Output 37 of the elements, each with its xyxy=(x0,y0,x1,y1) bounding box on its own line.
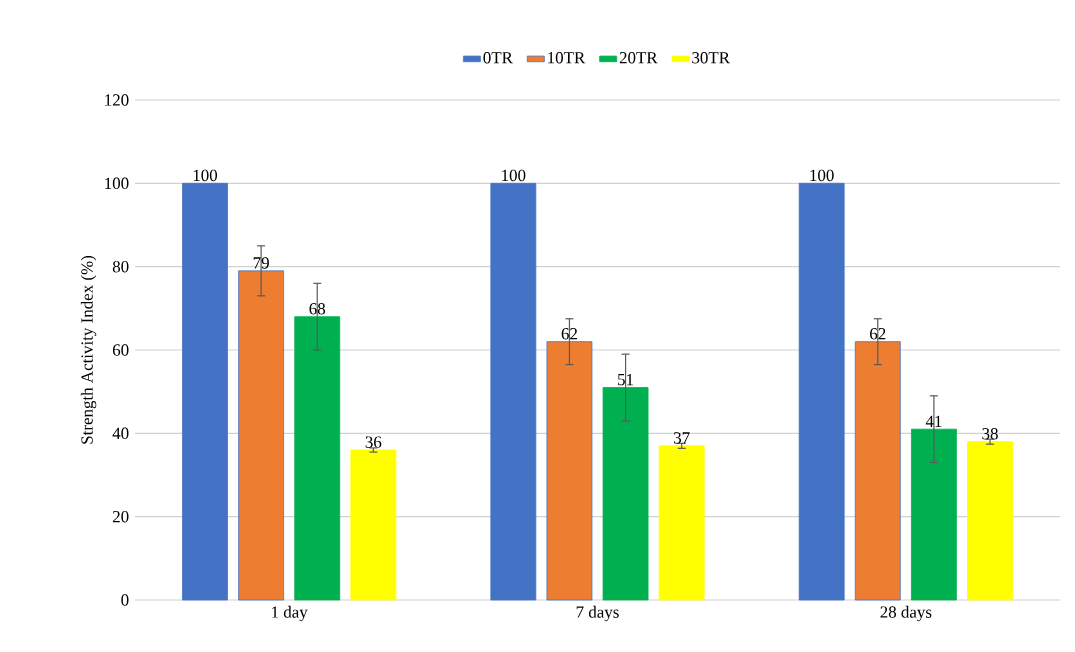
data-label: 37 xyxy=(674,432,690,444)
data-label: 62 xyxy=(870,328,886,340)
bar xyxy=(798,182,845,601)
y-tick-label: 120 xyxy=(105,94,129,106)
legend-label: 10TR xyxy=(548,52,586,64)
data-label: 100 xyxy=(502,169,526,182)
bar xyxy=(658,445,705,601)
y-tick-label: 0 xyxy=(121,594,129,606)
data-label: 36 xyxy=(365,436,382,448)
x-tick-label: 7 days xyxy=(576,605,619,622)
y-tick-label: 80 xyxy=(112,260,129,273)
data-label: 38 xyxy=(982,428,998,440)
bar xyxy=(967,441,1013,601)
data-label: 41 xyxy=(925,415,942,427)
data-label: 100 xyxy=(193,169,218,182)
y-tick-label: 40 xyxy=(112,427,129,440)
legend-label: 30TR xyxy=(692,52,730,64)
data-label: 100 xyxy=(810,169,834,182)
bar xyxy=(490,182,537,601)
x-tick-label: 28 days xyxy=(880,605,932,622)
bar xyxy=(602,387,649,601)
bar xyxy=(910,428,957,601)
data-label: 68 xyxy=(309,303,326,315)
data-label: 79 xyxy=(253,257,269,269)
bar xyxy=(546,341,593,601)
x-tick-label: 1 day xyxy=(272,605,308,622)
legend-label: 0TR xyxy=(483,52,513,64)
bar xyxy=(294,316,341,601)
y-tick-label: 20 xyxy=(112,510,129,523)
bar xyxy=(350,449,397,601)
bar xyxy=(238,270,285,601)
legend-label: 20TR xyxy=(619,52,658,64)
bar xyxy=(854,341,901,601)
y-tick-label: 100 xyxy=(105,177,129,190)
bar xyxy=(182,182,228,601)
y-tick-label: 60 xyxy=(112,344,129,356)
y-axis-title: Strength Activity Index (%) xyxy=(80,255,97,444)
